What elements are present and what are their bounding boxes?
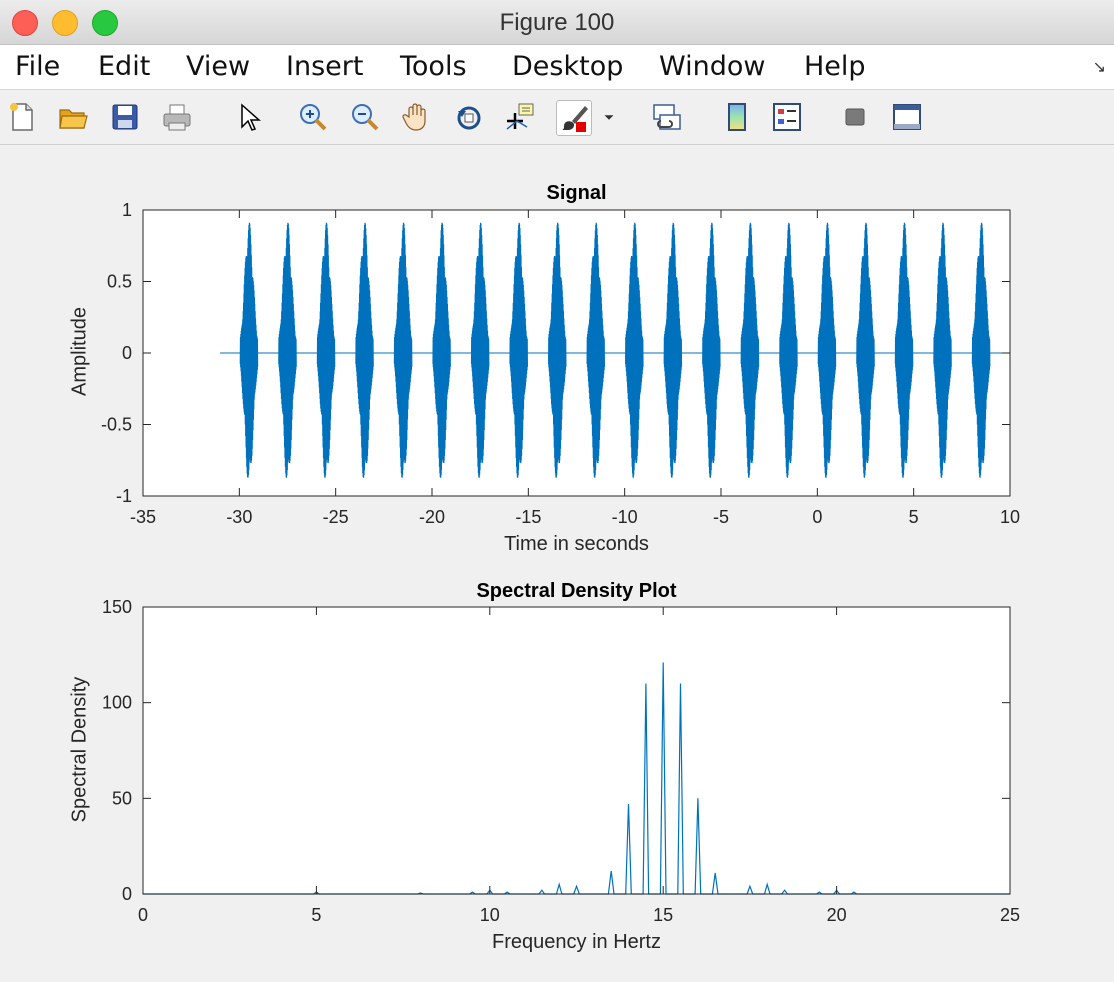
signal-ylabel: Amplitude: [68, 307, 91, 396]
spectral-ytick-label: 0: [122, 884, 132, 904]
spectral-xtick-label: 0: [138, 905, 148, 925]
spectral-ylabel: Spectral Density: [68, 676, 91, 823]
spectral-xtick-label: 20: [827, 905, 847, 925]
dock-arrow-icon[interactable]: ↘: [1092, 59, 1106, 76]
signal-xtick-label: -35: [130, 507, 156, 527]
spectral-ytick-label: 150: [102, 597, 132, 617]
spectral-axes-background: [143, 607, 1010, 894]
signal-xtick-label: -5: [713, 507, 729, 527]
signal-burst: [702, 222, 721, 478]
signal-burst: [779, 222, 798, 478]
signal-xlabel: Time in seconds: [504, 533, 649, 555]
signal-burst: [278, 222, 297, 478]
menu-insert[interactable]: Insert: [286, 51, 364, 82]
print-icon[interactable]: [160, 100, 194, 134]
signal-burst: [894, 222, 914, 478]
signal-burst: [239, 222, 259, 478]
close-window-button[interactable]: [12, 10, 38, 36]
signal-burst: [856, 222, 875, 478]
signal-burst: [740, 222, 760, 478]
signal-title: Signal: [546, 182, 607, 204]
zoom-in-icon[interactable]: [296, 100, 330, 134]
edit-plot-arrow-icon[interactable]: [232, 100, 266, 134]
signal-burst: [393, 222, 413, 478]
figure-toolbar: [0, 90, 1114, 145]
menu-help[interactable]: Help: [804, 51, 866, 82]
signal-xtick-label: 10: [1000, 507, 1020, 527]
signal-ytick-label: -0.5: [101, 415, 132, 435]
signal-ytick-label: 0: [122, 343, 132, 363]
save-icon[interactable]: [108, 100, 142, 134]
signal-burst: [316, 222, 336, 478]
signal-ytick-label: -1: [116, 486, 132, 506]
menu-edit[interactable]: Edit: [98, 51, 151, 82]
signal-xtick-label: -10: [612, 507, 638, 527]
signal-xtick-label: -30: [226, 507, 252, 527]
window-title: Figure 100: [499, 9, 615, 36]
menu-desktop[interactable]: Desktop: [512, 51, 624, 82]
signal-burst: [817, 222, 837, 478]
new-figure-icon[interactable]: [5, 100, 39, 134]
spectral-xtick-label: 15: [653, 905, 673, 925]
spectral-ytick-label: 100: [102, 693, 132, 713]
hide-plot-tools-icon[interactable]: [838, 100, 872, 134]
spectral-xtick-label: 5: [311, 905, 321, 925]
spectral-axes-box: [142, 606, 1011, 895]
signal-ytick-label: 1: [122, 200, 132, 220]
spectral-ytick-label: 50: [112, 788, 132, 808]
menu-view[interactable]: View: [186, 51, 251, 82]
signal-burst: [509, 222, 528, 478]
rotate-3d-icon[interactable]: [452, 100, 486, 134]
signal-plot-area: [220, 222, 1010, 478]
signal-xtick-label: -20: [419, 507, 445, 527]
data-cursor-icon[interactable]: [504, 100, 538, 134]
signal-xtick-label: -15: [515, 507, 541, 527]
spectral-title: Spectral Density Plot: [476, 580, 677, 602]
signal-burst: [470, 222, 490, 478]
signal-burst: [933, 222, 952, 478]
spectral-xtick-label: 10: [480, 905, 500, 925]
signal-burst: [971, 222, 991, 478]
signal-burst: [663, 222, 683, 478]
signal-burst: [355, 222, 374, 478]
link-plot-icon[interactable]: [650, 100, 684, 134]
pan-hand-icon[interactable]: [400, 100, 434, 134]
signal-xtick-label: 5: [909, 507, 919, 527]
legend-icon[interactable]: [770, 100, 804, 134]
signal-burst: [586, 222, 605, 478]
menu-file[interactable]: File: [15, 51, 61, 82]
signal-burst: [548, 222, 567, 478]
spectral-plot-area: [143, 662, 1010, 895]
spectral-xlabel: Frequency in Hertz: [492, 931, 661, 953]
zoom-window-button[interactable]: [92, 10, 118, 36]
colorbar-icon[interactable]: [720, 100, 754, 134]
menu-bar: File Edit View Insert Tools Desktop Wind…: [0, 45, 1114, 90]
signal-burst: [625, 222, 644, 478]
zoom-out-icon[interactable]: [348, 100, 382, 134]
show-plot-tools-icon[interactable]: [890, 100, 924, 134]
menu-window[interactable]: Window: [659, 51, 766, 82]
signal-burst: [432, 222, 451, 478]
spectral-xtick-label: 25: [1000, 905, 1020, 925]
menu-tools[interactable]: Tools: [400, 51, 467, 82]
signal-ytick-label: 0.5: [107, 272, 132, 292]
brush-dropdown-icon[interactable]: [598, 100, 620, 134]
brush-icon[interactable]: [556, 100, 592, 136]
open-file-icon[interactable]: [56, 100, 90, 134]
signal-xtick-label: -25: [323, 507, 349, 527]
signal-xtick-label: 0: [812, 507, 822, 527]
spectral-density-line: [143, 662, 1010, 895]
minimize-window-button[interactable]: [52, 10, 78, 36]
title-bar: Figure 100: [0, 0, 1114, 45]
